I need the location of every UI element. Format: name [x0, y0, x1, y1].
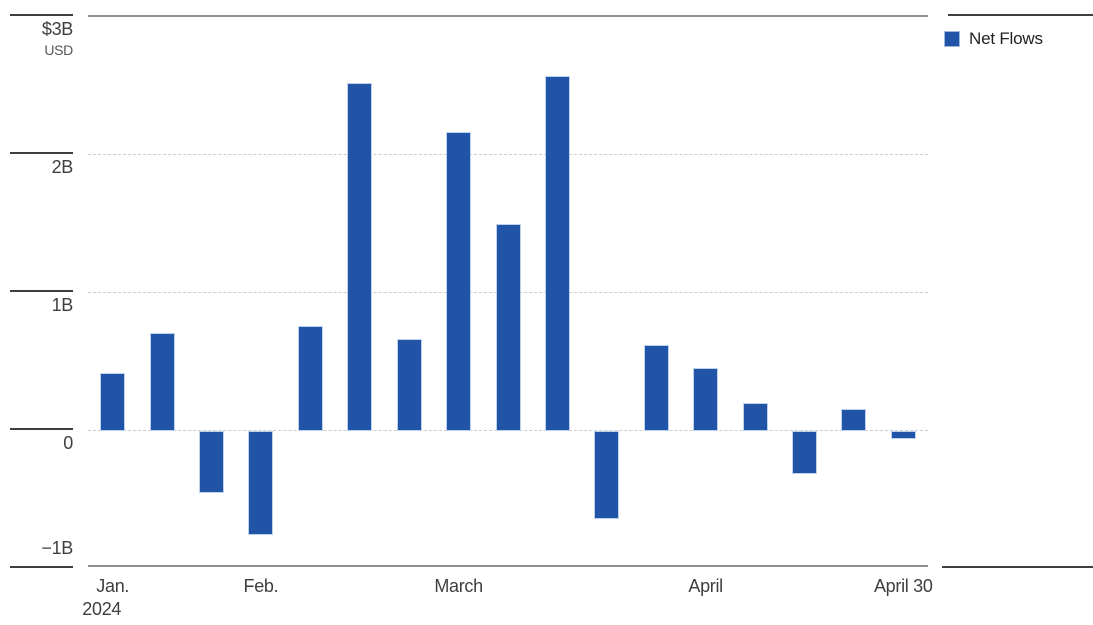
bar-week-13[interactable]: [693, 367, 719, 431]
bar-week-12[interactable]: [643, 345, 669, 431]
x-tick-year-label: 2024: [82, 599, 122, 619]
bar-week-1[interactable]: [100, 373, 126, 431]
bar-week-14[interactable]: [742, 403, 768, 431]
bar-week-3[interactable]: [199, 431, 225, 494]
bar-week-4[interactable]: [248, 431, 274, 535]
y-tick-line: [10, 428, 73, 430]
bar-week-9[interactable]: [495, 224, 521, 431]
bar-week-16[interactable]: [841, 408, 867, 431]
y-tick-line: [10, 566, 73, 568]
legend-label: Net Flows: [969, 29, 1043, 48]
bar-week-8[interactable]: [446, 131, 472, 431]
y-tick-label: $3B USD: [10, 19, 73, 58]
gridline: [88, 154, 928, 155]
x-tick-label: March: [434, 576, 483, 596]
bar-week-11[interactable]: [594, 431, 620, 520]
bar-week-7[interactable]: [396, 338, 422, 431]
bar-week-17[interactable]: [890, 431, 916, 440]
bar-week-10[interactable]: [544, 76, 570, 431]
x-tick-label: Jan.: [96, 576, 130, 596]
legend: Net Flows: [944, 29, 1043, 49]
y-axis-unit-label: USD: [44, 41, 73, 58]
y-tick-label: 0: [63, 433, 73, 453]
y-tick-label: −1B: [41, 538, 73, 558]
legend-top-border: [948, 14, 1093, 16]
y-tick-line: [10, 152, 73, 154]
legend-color-swatch: [944, 31, 960, 47]
bar-week-2[interactable]: [149, 333, 175, 431]
plot-area: [88, 15, 928, 567]
x-tick-label: Feb.: [243, 576, 279, 596]
legend-bottom-border: [942, 566, 1093, 568]
bar-week-5[interactable]: [297, 326, 323, 431]
bar-week-15[interactable]: [791, 431, 817, 474]
y-tick-label: 2B: [51, 157, 74, 177]
y-tick-line: [10, 14, 73, 16]
y-tick-label: 1B: [51, 295, 74, 315]
y-tick-line: [10, 290, 73, 292]
x-tick-label: April 30: [873, 576, 933, 596]
bar-week-6[interactable]: [347, 83, 373, 431]
x-tick-label: April: [688, 576, 723, 596]
